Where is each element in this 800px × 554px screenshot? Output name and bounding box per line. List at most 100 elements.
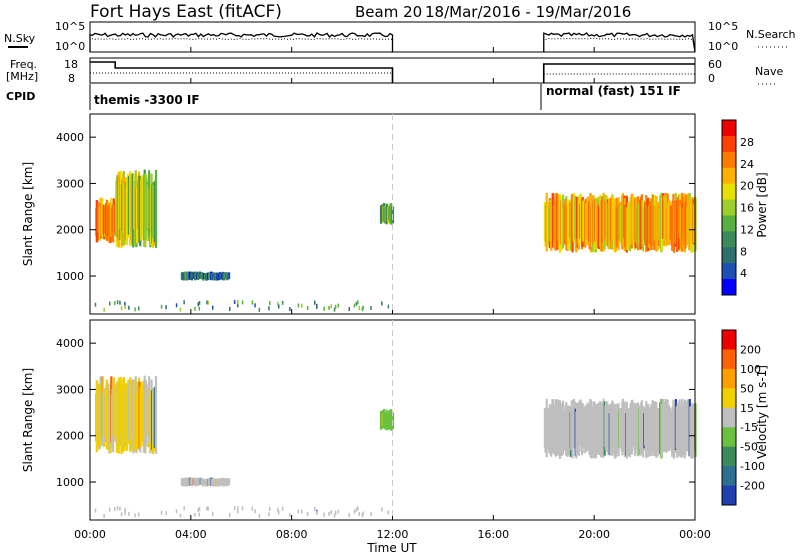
echo-cell bbox=[328, 511, 330, 516]
colorbar-swatch bbox=[722, 247, 736, 264]
colorbar-swatch bbox=[722, 446, 736, 467]
echo-cell bbox=[268, 306, 270, 311]
nave-tick-60: 60 bbox=[708, 58, 722, 71]
echo-cell bbox=[361, 307, 364, 312]
echo-cell bbox=[337, 303, 340, 308]
echo-cell bbox=[109, 507, 111, 512]
range-tick-label: 3000 bbox=[56, 177, 84, 190]
range-tick-label: 2000 bbox=[56, 430, 84, 443]
echo-cell bbox=[362, 305, 364, 310]
echo-cell bbox=[165, 511, 167, 516]
echo-cell bbox=[277, 507, 279, 512]
range-tick-label: 2000 bbox=[56, 224, 84, 237]
echo-cell bbox=[289, 513, 291, 518]
echo-cell bbox=[124, 301, 126, 306]
echo-cell bbox=[357, 300, 359, 305]
freq-tick-8: 8 bbox=[68, 72, 75, 85]
echo-cell bbox=[183, 300, 185, 305]
echo-cell bbox=[281, 300, 284, 305]
velocity-echo-field bbox=[94, 375, 697, 518]
echo-cell bbox=[124, 507, 126, 512]
plot-title: Fort Hays East (fitACF) bbox=[90, 2, 282, 22]
colorbar-swatch bbox=[722, 388, 736, 409]
colorbar-swatch bbox=[722, 330, 736, 350]
echo-cell bbox=[138, 306, 140, 311]
echo-cell bbox=[330, 510, 332, 515]
freq-label: Freq. bbox=[10, 58, 37, 71]
colorbar-tick-label: 24 bbox=[740, 158, 754, 171]
echo-cell bbox=[109, 301, 111, 306]
echo-cell bbox=[128, 305, 130, 310]
range-tick-label: 3000 bbox=[56, 383, 84, 396]
echo-cell bbox=[314, 300, 316, 305]
colorbar-swatch bbox=[722, 427, 736, 448]
echo-cell bbox=[314, 506, 316, 511]
echo-cell bbox=[297, 509, 300, 514]
colorbar-swatch bbox=[722, 349, 736, 370]
echo-cell bbox=[306, 512, 309, 516]
echo-cell bbox=[268, 512, 270, 517]
echo-cell bbox=[179, 513, 182, 518]
cpid-label: CPID bbox=[6, 90, 35, 103]
colorbar-tick-label: 20 bbox=[740, 180, 754, 193]
echo-cell bbox=[119, 506, 121, 511]
echo-cell bbox=[183, 506, 185, 511]
echo-cell bbox=[387, 510, 390, 515]
echo-cell bbox=[358, 306, 361, 310]
beam-label: Beam 20 bbox=[355, 3, 422, 21]
nave-tick-0: 0 bbox=[708, 72, 715, 85]
echo-cell bbox=[316, 510, 318, 515]
echo-cell bbox=[198, 300, 201, 305]
echo-cell bbox=[134, 307, 136, 312]
colorbar-tick-label: 15 bbox=[740, 402, 754, 415]
time-tick-label: 16:00 bbox=[477, 528, 509, 541]
range-tick-label: 1000 bbox=[56, 270, 84, 283]
nsearch-trace bbox=[89, 37, 696, 53]
echo-cell bbox=[212, 305, 214, 310]
echo-cell bbox=[337, 509, 340, 514]
freq-unit: [MHz] bbox=[6, 70, 38, 83]
range-tick-label: 4000 bbox=[56, 337, 84, 350]
echo-cell bbox=[124, 305, 126, 309]
echo-cell bbox=[301, 303, 303, 308]
colorbar-tick-label: 100 bbox=[740, 363, 761, 376]
colorbar-swatch bbox=[722, 199, 736, 216]
echo-cell bbox=[301, 509, 303, 514]
echo-cell bbox=[278, 304, 280, 309]
echo-cell bbox=[358, 512, 361, 516]
time-tick-label: 00:00 bbox=[74, 528, 106, 541]
colorbar-swatch bbox=[722, 120, 736, 137]
echo-cell bbox=[207, 506, 209, 511]
colorbar-swatch bbox=[722, 485, 736, 506]
echo-cell bbox=[114, 507, 116, 512]
colorbar-tick-label: 4 bbox=[740, 267, 747, 280]
echo-cell bbox=[138, 512, 140, 517]
count-tick-bottom-left: 10^0 bbox=[55, 40, 85, 53]
echo-cell bbox=[198, 512, 200, 517]
echo-cell bbox=[197, 302, 199, 307]
time-tick-label: 00:00 bbox=[679, 528, 711, 541]
echo-cell bbox=[323, 512, 325, 517]
time-tick-label: 20:00 bbox=[578, 528, 610, 541]
velocity-range-ticks: 1000 2000 3000 4000 bbox=[56, 337, 695, 489]
echo-cell bbox=[387, 304, 390, 309]
echo-cell bbox=[154, 170, 158, 248]
echo-cell bbox=[94, 508, 97, 513]
echo-cell bbox=[277, 301, 279, 306]
echo-cell bbox=[289, 307, 291, 312]
colorbar-tick-label: 200 bbox=[740, 343, 761, 356]
colorbar-tick-label: 16 bbox=[740, 202, 754, 215]
count-tick-top-right: 10^5 bbox=[708, 20, 738, 33]
time-tick-label: 04:00 bbox=[175, 528, 207, 541]
time-axis-label: Time UT bbox=[366, 541, 417, 554]
echo-cell bbox=[306, 306, 309, 310]
nsky-trace bbox=[89, 32, 696, 53]
colorbar-swatch bbox=[722, 263, 736, 280]
echo-cell bbox=[207, 300, 209, 305]
colorbar-frame bbox=[721, 329, 737, 506]
echo-cell bbox=[194, 306, 196, 311]
nave-trace bbox=[90, 72, 695, 75]
echo-cell bbox=[251, 300, 254, 305]
colorbar-tick-label: -50 bbox=[740, 441, 758, 454]
